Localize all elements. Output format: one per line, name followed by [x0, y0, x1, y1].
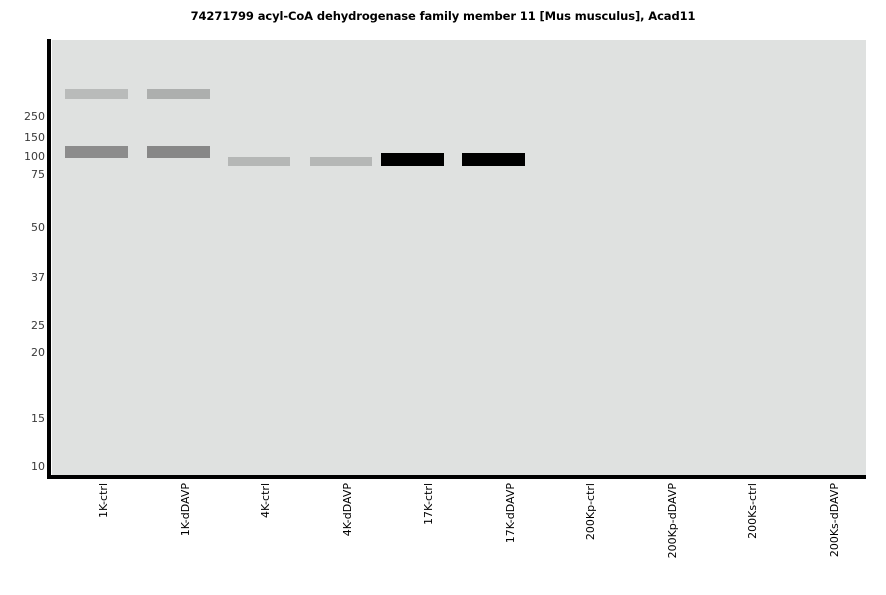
- y-tick-label: 15: [31, 412, 45, 425]
- lane-label-text: 200Kp-dDAVP: [666, 483, 679, 559]
- lane-label-17k-ctrl: 17K-ctrl: [422, 483, 435, 595]
- y-tick-label: 250: [24, 110, 45, 123]
- y-tick-label: 75: [31, 168, 45, 181]
- y-axis-tick-labels: 250 150 100 75 50 37 25 20 15 10: [0, 0, 45, 595]
- lane-label-text: 17K-ctrl: [422, 483, 435, 525]
- lane-label-200ks-ddavp: 200Ks-dDAVP: [828, 483, 841, 595]
- lane-label-200kp-ctrl: 200Kp-ctrl: [584, 483, 597, 595]
- y-tick-label: 100: [24, 150, 45, 163]
- lane-label-1k-ddavp: 1K-dDAVP: [179, 483, 192, 595]
- y-tick-label: 150: [24, 131, 45, 144]
- blot-band: [462, 153, 525, 166]
- x-axis-lane-labels: 1K-ctrl 1K-dDAVP 4K-ctrl 4K-dDAVP 17K-ctrl 17…: [0, 479, 886, 595]
- lane-label-text: 200Ks-ctrl: [746, 483, 759, 539]
- x-axis-line: [47, 475, 866, 479]
- lane-label-200kp-ddavp: 200Kp-dDAVP: [666, 483, 679, 595]
- plot-area: [52, 40, 866, 475]
- y-tick-label: 20: [31, 346, 45, 359]
- lane-label-1k-ctrl: 1K-ctrl: [97, 483, 110, 595]
- lane-label-text: 4K-dDAVP: [341, 483, 354, 537]
- y-axis-line: [47, 39, 51, 477]
- blot-band: [228, 157, 290, 166]
- blot-band: [147, 146, 210, 158]
- lane-label-text: 200Ks-dDAVP: [828, 483, 841, 558]
- lane-label-200ks-ctrl: 200Ks-ctrl: [746, 483, 759, 595]
- lane-label-text: 17K-dDAVP: [504, 483, 517, 544]
- lane-label-text: 1K-ctrl: [97, 483, 110, 518]
- lane-label-text: 1K-dDAVP: [179, 483, 192, 537]
- y-tick-label: 25: [31, 319, 45, 332]
- blot-band: [381, 153, 444, 166]
- blot-band: [65, 146, 128, 158]
- y-tick-label: 10: [31, 460, 45, 473]
- lane-label-4k-ddavp: 4K-dDAVP: [341, 483, 354, 595]
- lane-label-17k-ddavp: 17K-dDAVP: [504, 483, 517, 595]
- y-tick-label: 50: [31, 221, 45, 234]
- y-tick-label: 37: [31, 271, 45, 284]
- blot-band: [147, 89, 210, 99]
- lane-label-text: 200Kp-ctrl: [584, 483, 597, 541]
- blot-band: [65, 89, 128, 99]
- chart-title: 74271799 acyl-CoA dehydrogenase family m…: [190, 9, 696, 23]
- blot-band: [310, 157, 372, 166]
- lane-label-text: 4K-ctrl: [259, 483, 272, 518]
- lane-label-4k-ctrl: 4K-ctrl: [259, 483, 272, 595]
